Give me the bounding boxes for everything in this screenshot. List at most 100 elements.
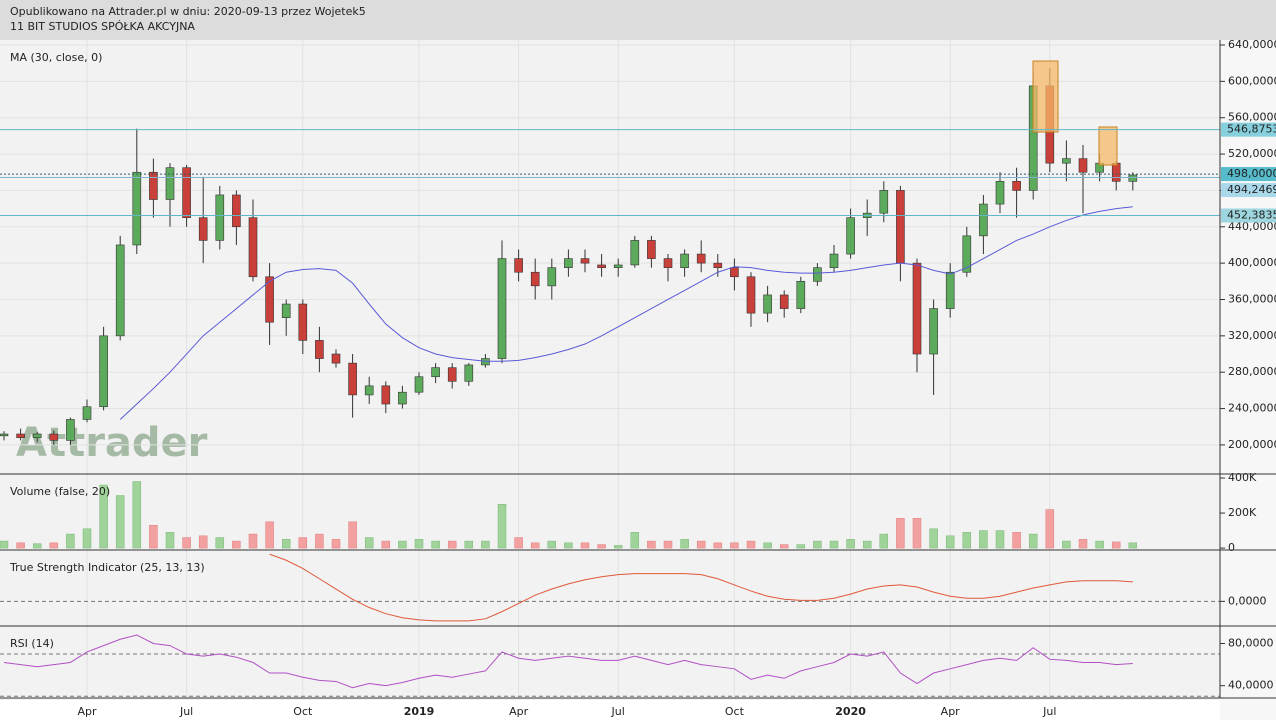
x-tick-label: Jul xyxy=(1042,705,1056,718)
x-tick-label: Apr xyxy=(77,705,97,718)
y-tick-label: 0 xyxy=(1228,541,1235,554)
volume-bar xyxy=(464,540,474,549)
x-tick-label: Apr xyxy=(941,705,961,718)
panel-label: RSI (14) xyxy=(10,637,54,650)
plot-bg xyxy=(0,40,1220,700)
level-tag xyxy=(1221,122,1276,137)
volume-bar xyxy=(447,540,457,549)
y-tick-label: 640,0000 xyxy=(1228,38,1276,51)
highlight-box xyxy=(1032,60,1059,133)
volume-bar xyxy=(962,532,972,549)
volume-bar xyxy=(248,533,258,549)
volume-bar xyxy=(315,533,324,549)
candle-body xyxy=(597,264,606,268)
volume-bar xyxy=(1095,540,1104,549)
volume-bar xyxy=(182,537,191,549)
volume-bar xyxy=(132,481,142,549)
volume-bar xyxy=(1028,533,1038,549)
indicator-line xyxy=(269,553,1133,622)
panel-borders xyxy=(0,40,1276,699)
y-tick-label: 560,0000 xyxy=(1228,111,1276,124)
candle-body xyxy=(630,240,640,266)
highlight-box xyxy=(1098,126,1118,166)
volume-bar xyxy=(49,542,59,549)
volume-bar xyxy=(995,530,1005,549)
y-tick-label: 320,0000 xyxy=(1228,329,1276,342)
candle-body xyxy=(1012,181,1021,191)
level-label: 494,2469 xyxy=(1227,183,1276,196)
header-bg xyxy=(0,0,1276,40)
candle-body xyxy=(132,171,142,246)
y-tick-label: 400,0000 xyxy=(1228,256,1276,269)
volume-bar xyxy=(879,533,889,549)
ma-line xyxy=(119,206,1133,420)
volume-bar xyxy=(630,532,640,549)
volume-bar xyxy=(746,540,756,549)
candle-body xyxy=(1128,174,1138,182)
candle-body xyxy=(298,303,308,341)
candle-body xyxy=(182,167,191,218)
x-tick-label: Jul xyxy=(179,705,193,718)
y-tick-label: 600,0000 xyxy=(1228,74,1276,87)
volume-bar xyxy=(813,540,822,549)
volume-bar xyxy=(215,537,225,549)
volume-bar xyxy=(1045,509,1055,549)
x-tick-label: 2019 xyxy=(404,705,435,718)
candle-body xyxy=(530,271,540,287)
volume-bar xyxy=(514,537,523,549)
volume-bar xyxy=(414,539,424,549)
candle-body xyxy=(663,258,673,268)
volume-bar xyxy=(265,521,274,549)
y-tick-label: 0,0000 xyxy=(1228,594,1267,607)
candle-body xyxy=(713,262,723,268)
candle-body xyxy=(796,281,806,309)
volume-bar xyxy=(945,535,955,549)
y-tick-label: 200,0000 xyxy=(1228,438,1276,451)
candle-body xyxy=(514,258,523,273)
volume-bar xyxy=(497,504,507,549)
volume-bar xyxy=(331,539,341,549)
candle-body xyxy=(447,367,457,382)
panel-label: Volume (false, 20) xyxy=(10,485,110,498)
volume-bar xyxy=(763,542,772,549)
candle-body xyxy=(829,253,839,268)
candle-body xyxy=(1111,162,1121,182)
volume-bar xyxy=(896,518,905,549)
volume-bar xyxy=(846,539,855,549)
candle-body xyxy=(232,194,241,228)
candle-body xyxy=(962,235,972,273)
volume-bar xyxy=(381,540,391,549)
volume-bar xyxy=(16,542,25,549)
volume-bar xyxy=(431,540,440,549)
volume-bar xyxy=(82,528,92,549)
candle-body xyxy=(99,335,108,408)
candle-body xyxy=(497,258,507,359)
candle-body xyxy=(348,362,357,396)
y-tick-label: 520,0000 xyxy=(1228,147,1276,160)
x-tick-label: Oct xyxy=(293,705,313,718)
volume-bar xyxy=(597,544,606,549)
indicator-line xyxy=(3,634,1133,689)
candle-body xyxy=(66,419,75,441)
watermark: Attrader xyxy=(16,420,208,466)
candle-body xyxy=(613,264,623,268)
candle-body xyxy=(315,340,324,359)
volume-bar xyxy=(1111,541,1121,549)
candle-body xyxy=(16,433,25,438)
y-tick-label: 440,0000 xyxy=(1228,220,1276,233)
candle-body xyxy=(215,194,225,241)
candle-body xyxy=(647,240,656,259)
volume-bar xyxy=(66,533,75,549)
volume-bar xyxy=(979,530,988,549)
candle-body xyxy=(0,433,9,437)
candle-body xyxy=(198,217,208,241)
x-tick-label: Oct xyxy=(725,705,745,718)
candle-body xyxy=(896,190,905,264)
level-tag xyxy=(1221,183,1276,198)
candle-body xyxy=(979,203,988,237)
candle-body xyxy=(763,294,772,314)
candle-body xyxy=(580,258,590,264)
volume-bar xyxy=(1128,542,1138,549)
candle-body xyxy=(746,276,756,314)
